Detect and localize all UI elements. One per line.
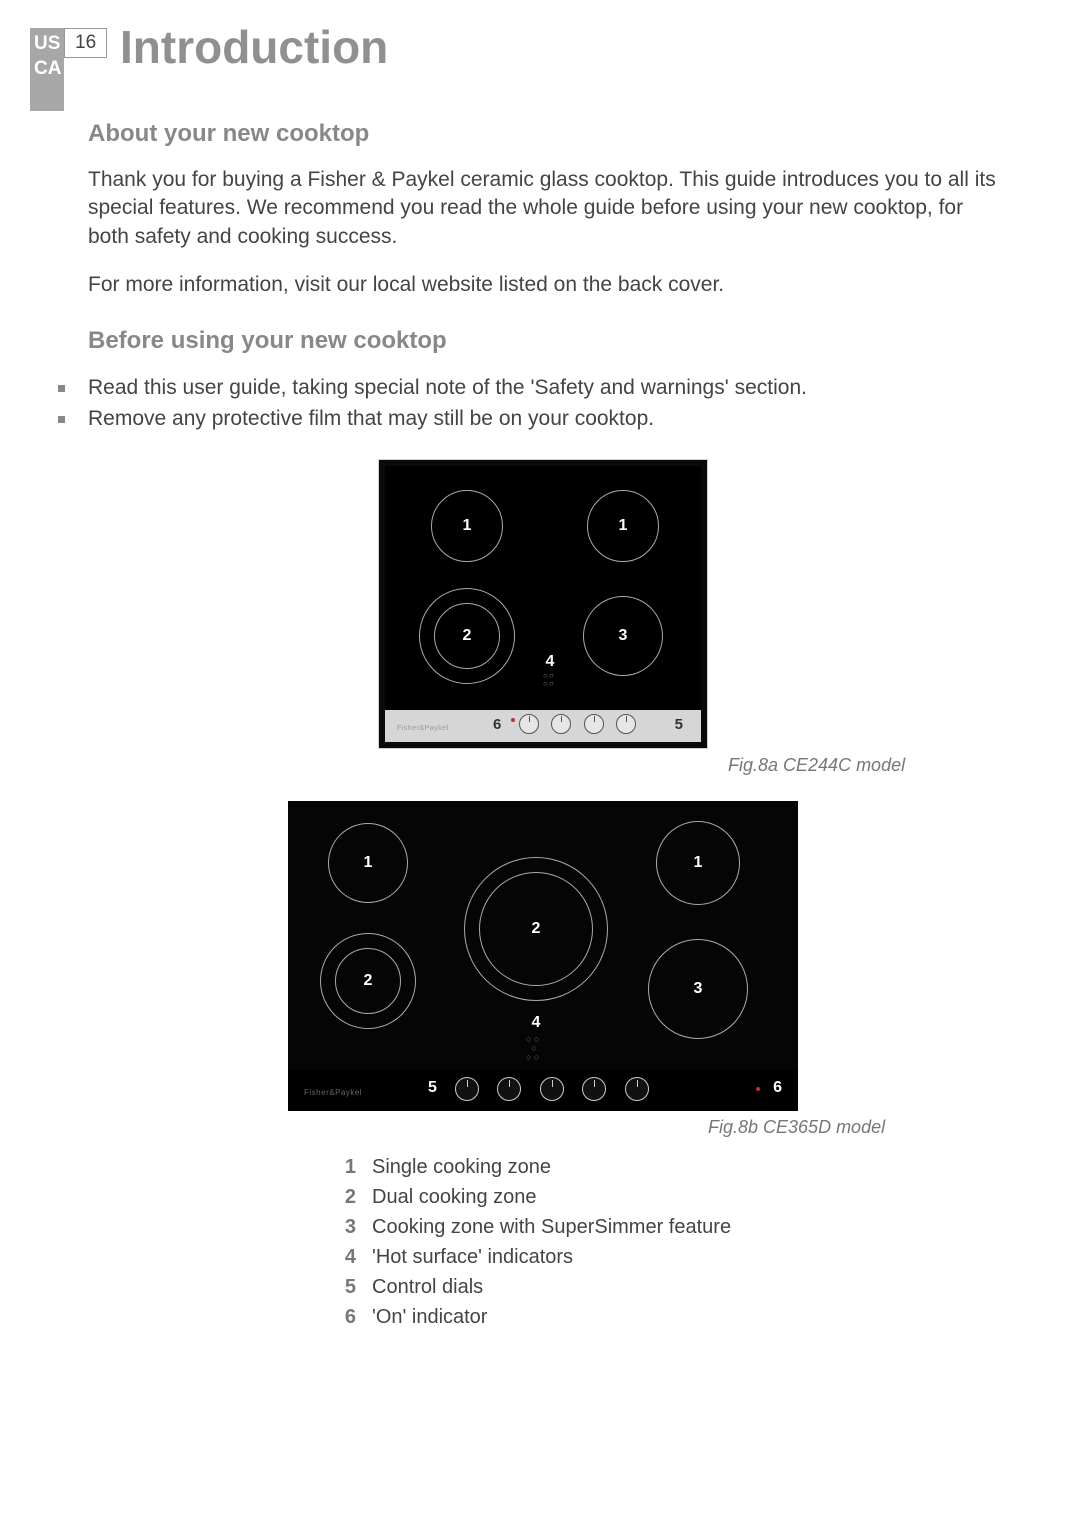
cooktop-a-glass: 1 1 2 3 4 ○○○○	[385, 466, 701, 710]
legend-row: 5 Control dials	[338, 1272, 998, 1302]
label-b-3: 3	[694, 980, 703, 998]
legend-row: 2 Dual cooking zone	[338, 1182, 998, 1212]
knob-icon	[551, 714, 571, 734]
hot-indicator-b: ○ ○ ○○ ○	[526, 1035, 539, 1062]
legend-row: 6 'On' indicator	[338, 1302, 998, 1332]
label-a-3: 3	[619, 627, 628, 645]
knob-icon	[584, 714, 604, 734]
legend-6: 'On' indicator	[372, 1302, 487, 1332]
legend-4: 'Hot surface' indicators	[372, 1242, 573, 1272]
label-a-5: 5	[675, 716, 683, 733]
legend-3: Cooking zone with SuperSimmer feature	[372, 1212, 731, 1242]
figure-a: 1 1 2 3 4 ○○○○ Fisher&Paykel 6 5 Fi	[88, 459, 998, 776]
knob-icon	[540, 1077, 564, 1101]
legend-row: 4 'Hot surface' indicators	[338, 1242, 998, 1272]
cooktop-b-panel: Fisher&Paykel 5 6	[288, 1071, 798, 1111]
label-b-5: 5	[428, 1079, 437, 1097]
label-a-2: 2	[463, 627, 472, 645]
cooktop-b-diagram: 1 1 2 2 3 4 ○ ○ ○○ ○ Fisher&Paykel 5 6	[288, 801, 798, 1111]
on-indicator-b	[756, 1087, 760, 1091]
region-ca: CA	[34, 57, 60, 82]
knob-icon	[582, 1077, 606, 1101]
figure-b-caption: Fig.8b CE365D model	[708, 1117, 998, 1138]
knob-icon	[455, 1077, 479, 1101]
legend-key: 5	[338, 1272, 356, 1302]
brand-b: Fisher&Paykel	[304, 1088, 362, 1097]
legend-key: 6	[338, 1302, 356, 1332]
legend-2: Dual cooking zone	[372, 1182, 537, 1212]
label-b-2b: 2	[364, 972, 373, 990]
about-p2: For more information, visit our local we…	[88, 271, 998, 299]
legend-key: 1	[338, 1152, 356, 1182]
before-bullets: Read this user guide, taking special not…	[58, 373, 998, 434]
label-a-6: 6	[493, 716, 501, 733]
bullet-1: Read this user guide, taking special not…	[58, 373, 998, 403]
section-before-head: Before using your new cooktop	[88, 327, 998, 355]
page-tag: US CA 16	[30, 28, 107, 111]
label-a-1a: 1	[463, 517, 472, 535]
figure-a-caption: Fig.8a CE244C model	[728, 755, 998, 776]
label-a-1b: 1	[619, 517, 628, 535]
brand-a: Fisher&Paykel	[397, 725, 449, 732]
knobs-a	[515, 714, 640, 734]
label-b-4: 4	[532, 1014, 541, 1032]
figure-b: 1 1 2 2 3 4 ○ ○ ○○ ○ Fisher&Paykel 5 6	[88, 801, 998, 1138]
content: About your new cooktop Thank you for buy…	[88, 120, 998, 1332]
section-about-head: About your new cooktop	[88, 120, 998, 148]
about-p1: Thank you for buying a Fisher & Paykel c…	[88, 166, 998, 251]
cooktop-a-diagram: 1 1 2 3 4 ○○○○ Fisher&Paykel 6 5	[378, 459, 708, 749]
legend-key: 4	[338, 1242, 356, 1272]
legend-1: Single cooking zone	[372, 1152, 551, 1182]
label-b-2a: 2	[532, 920, 541, 938]
legend-row: 3 Cooking zone with SuperSimmer feature	[338, 1212, 998, 1242]
legend: 1Single cooking zone 2Dual cooking zone …	[338, 1152, 998, 1332]
page-number: 16	[64, 28, 107, 58]
knob-icon	[625, 1077, 649, 1101]
knobs-b	[448, 1077, 656, 1101]
page-title: Introduction	[120, 20, 388, 74]
legend-key: 2	[338, 1182, 356, 1212]
knob-icon	[497, 1077, 521, 1101]
legend-row: 1 Single cooking zone	[338, 1152, 998, 1182]
label-b-1a: 1	[364, 854, 373, 872]
region-us: US	[34, 32, 60, 57]
knob-icon	[616, 714, 636, 734]
region-badge: US CA	[30, 28, 64, 111]
bullet-2: Remove any protective film that may stil…	[58, 404, 998, 434]
knob-icon	[519, 714, 539, 734]
label-a-4: 4	[546, 653, 555, 671]
hot-indicator-a: ○○○○	[543, 672, 555, 688]
legend-key: 3	[338, 1212, 356, 1242]
legend-5: Control dials	[372, 1272, 483, 1302]
cooktop-a-panel: Fisher&Paykel 6 5	[385, 710, 701, 742]
label-b-1b: 1	[694, 854, 703, 872]
label-b-6: 6	[773, 1079, 782, 1097]
